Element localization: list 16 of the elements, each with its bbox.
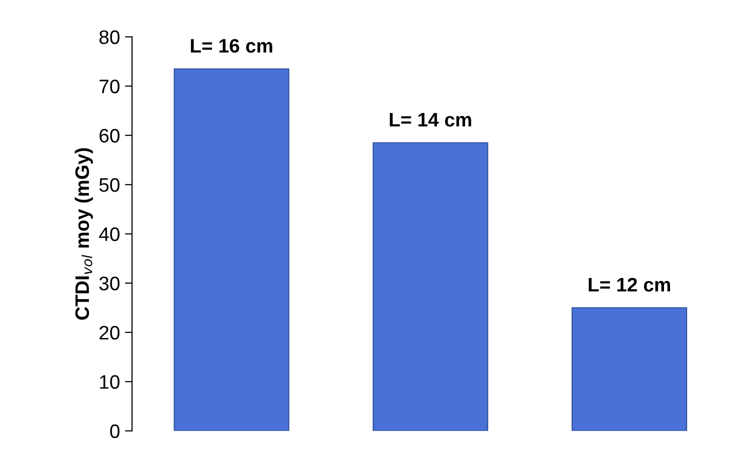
y-tick-label: 40 — [99, 227, 120, 242]
y-tick-label: 20 — [100, 326, 120, 340]
x-tick-label: L= 14 cm — [390, 113, 472, 127]
y-tick-label: 80 — [99, 30, 120, 44]
bar — [572, 307, 688, 431]
y-axis-title: CTDI$_{vol}$ moy (mGy) — [74, 148, 93, 320]
y-tick-label: 60 — [100, 128, 120, 143]
y-tick-label: 50 — [99, 178, 120, 192]
bar — [372, 142, 488, 431]
y-tick-label: 30 — [99, 276, 120, 290]
y-tick-label: 10 — [100, 375, 120, 389]
y-tick-label: 70 — [100, 80, 120, 94]
bar — [174, 68, 290, 431]
x-tick-label: L= 12 cm — [588, 278, 670, 292]
x-tick-label: L= 16 cm — [190, 38, 272, 53]
y-tick-label: 0 — [110, 424, 120, 438]
